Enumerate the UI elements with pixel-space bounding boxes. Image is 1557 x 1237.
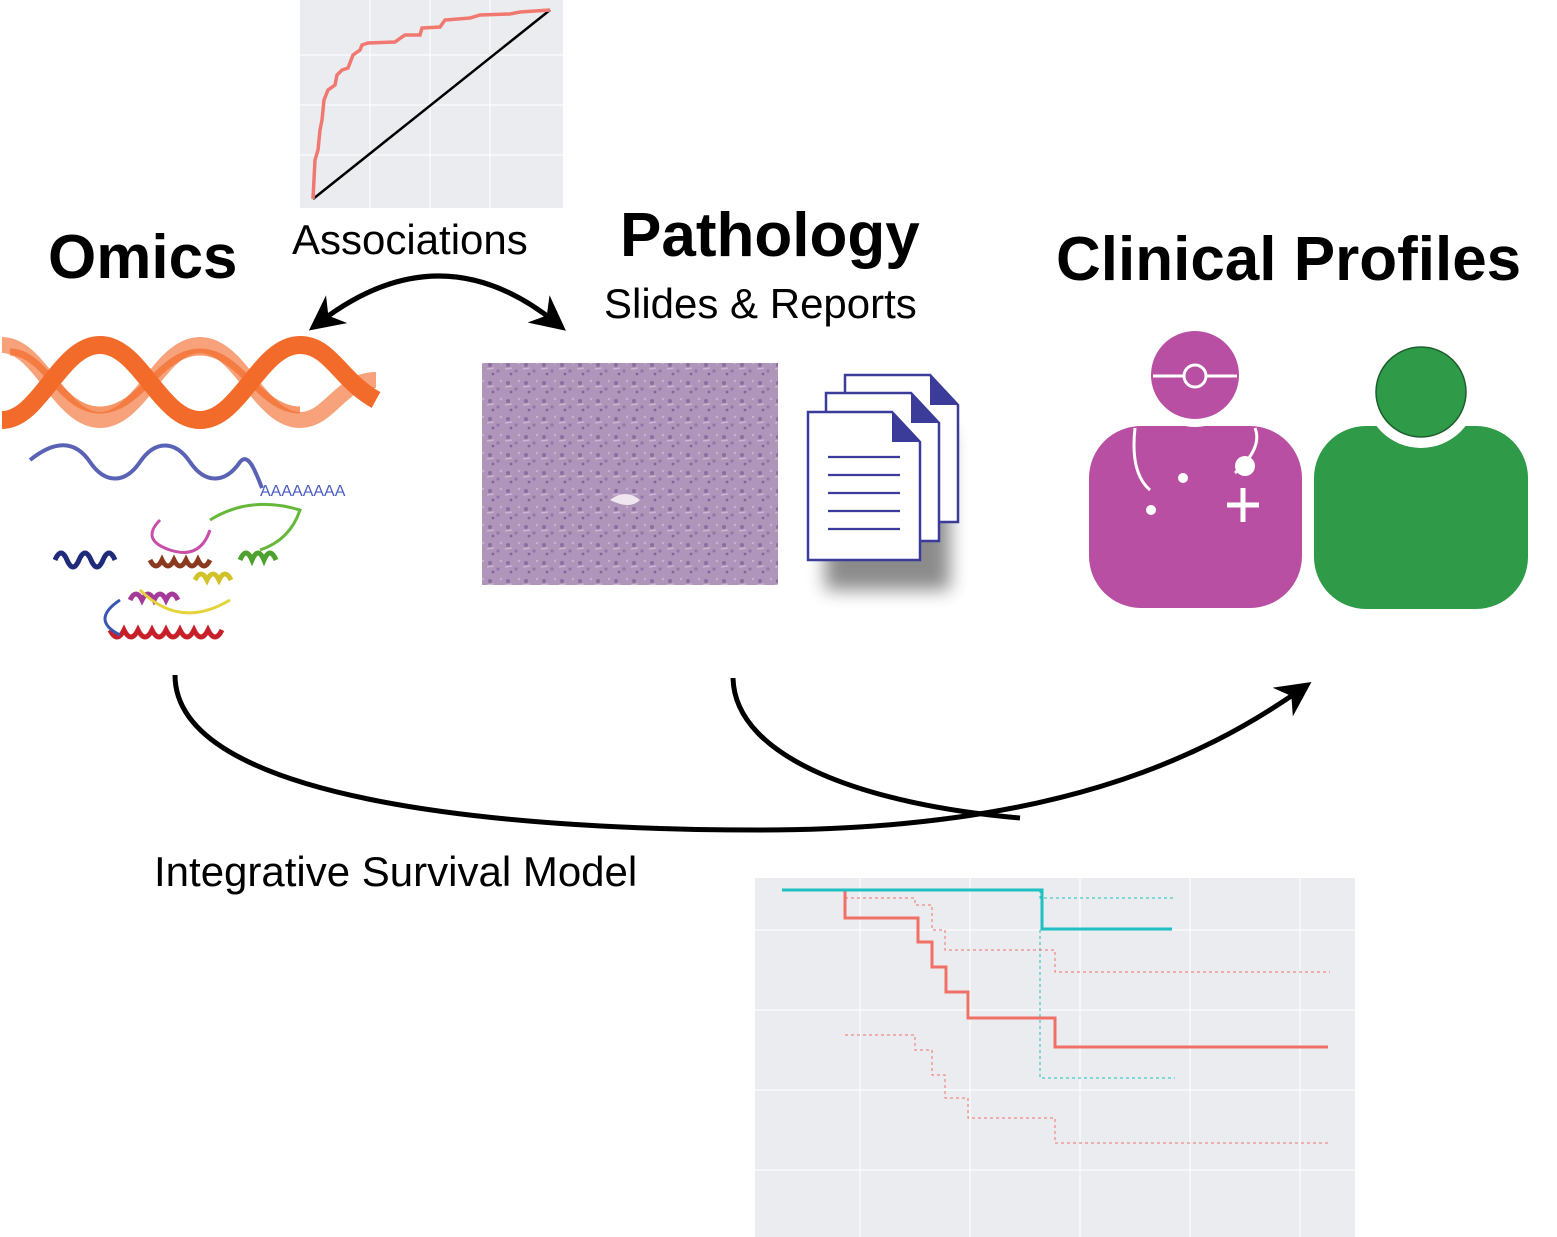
km-plot <box>755 878 1355 1237</box>
documents-icon <box>806 373 960 590</box>
protein-structure-icon <box>52 502 302 640</box>
dna-helix-icon <box>0 335 381 430</box>
doctor-icon <box>1089 323 1302 608</box>
patient-icon <box>1314 336 1528 609</box>
histology-slide-icon <box>482 363 778 585</box>
mrna-icon: AAAAAAAA <box>28 443 346 500</box>
integrative-arrows <box>172 674 1312 833</box>
roc-diagonal <box>312 9 551 200</box>
poly-a-tail: AAAAAAAA <box>260 483 346 500</box>
km-curve-teal <box>782 888 1172 931</box>
roc-plot <box>300 0 563 208</box>
km-ci-teal-lower <box>1039 930 1175 1079</box>
km-curve-salmon <box>782 888 1328 1049</box>
integrative-survival-model-label: Integrative Survival Model <box>154 848 638 895</box>
clinical-profiles-title: Clinical Profiles <box>1056 225 1522 294</box>
km-ci-teal-upper <box>1039 890 1175 899</box>
roc-curve <box>311 8 551 200</box>
associations-label: Associations <box>292 216 528 263</box>
pathology-title: Pathology <box>620 201 920 270</box>
omics-title: Omics <box>48 223 238 292</box>
km-ci-salmon-upper <box>845 897 1330 973</box>
km-ci-salmon-lower <box>845 1034 1330 1144</box>
pathology-subtitle: Slides & Reports <box>604 280 917 327</box>
associations-arrow <box>308 273 566 331</box>
